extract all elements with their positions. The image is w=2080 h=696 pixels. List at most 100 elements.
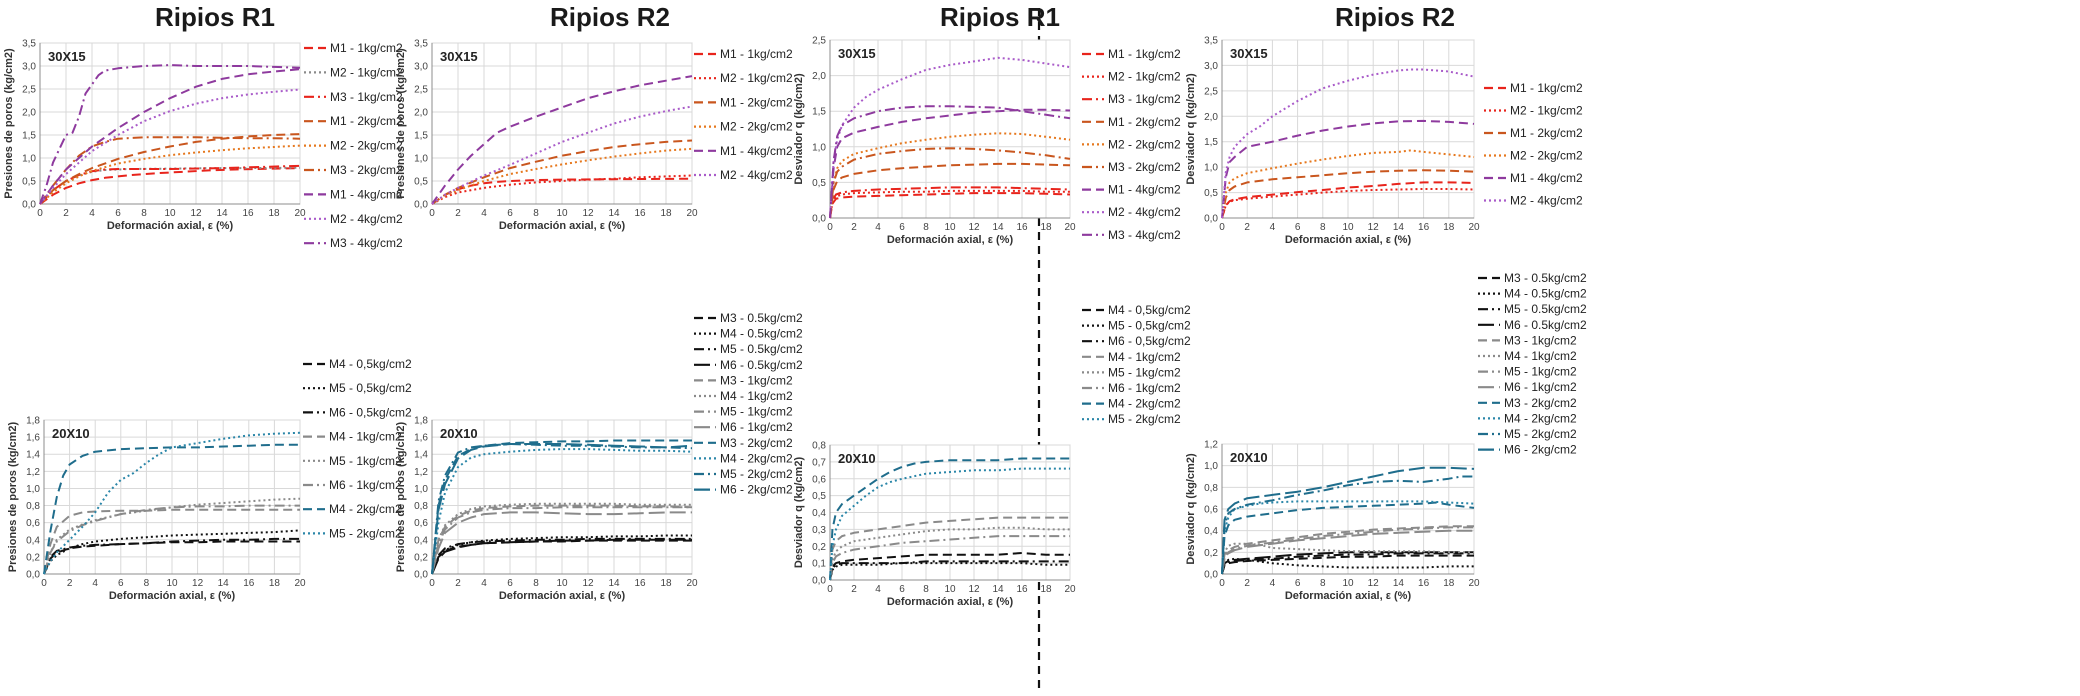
series-line: [829, 526, 1070, 581]
x-tick-label: 20: [686, 208, 698, 219]
legend-entry: M3 - 4kg/cm2: [1108, 228, 1181, 242]
x-tick-label: 8: [141, 208, 147, 219]
series-line: [431, 139, 693, 205]
x-tick-label: 0: [37, 208, 43, 219]
x-tick-label: 10: [556, 208, 568, 219]
x-tick-label: 10: [164, 208, 176, 219]
y-tick-label: 0,2: [1204, 548, 1218, 559]
y-tick-label: 3,5: [22, 39, 36, 50]
x-tick-label: 14: [992, 222, 1004, 233]
legend-entry: M1 - 1kg/cm2: [720, 47, 793, 61]
x-tick-label: 20: [294, 208, 306, 219]
y-tick-label: 0,8: [414, 501, 428, 512]
x-tick-label: 6: [115, 208, 121, 219]
series-line: [43, 443, 300, 575]
series-line: [829, 108, 1071, 219]
x-tick-label: 12: [582, 578, 594, 589]
y-tick-label: 0,6: [812, 474, 826, 485]
series-line: [43, 537, 300, 575]
x-tick-label: 12: [190, 208, 202, 219]
legend-entry: M3 - 2kg/cm2: [720, 436, 793, 450]
panel-label: 30X15: [440, 49, 478, 64]
legend: M1 - 1kg/cm2 M2 - 1kg/cm2 M3 - 1kg/cm2 M1 -…: [1082, 47, 1181, 242]
legend-entry: M6 - 1kg/cm2: [720, 420, 793, 434]
y-tick-label: 1,0: [414, 484, 428, 495]
series-line: [829, 562, 1070, 581]
series-line: [431, 174, 693, 205]
legend-entry: M1 - 2kg/cm2: [330, 114, 403, 128]
legend-entry: M5 - 1kg/cm2: [329, 454, 402, 468]
x-tick-label: 12: [1368, 222, 1380, 233]
series-line: [829, 467, 1070, 581]
y-tick-label: 1,5: [414, 131, 428, 142]
legend-entry: M1 - 1kg/cm2: [330, 41, 403, 55]
y-tick-label: 0,3: [812, 525, 826, 536]
x-tick-label: 18: [1443, 222, 1455, 233]
series-line: [1221, 68, 1475, 219]
y-tick-label: 0,0: [414, 570, 428, 581]
y-tick-label: 1,6: [26, 433, 40, 444]
series-line: [1221, 552, 1474, 575]
legend-entry: M3 - 0.5kg/cm2: [1504, 271, 1587, 285]
series-line: [39, 167, 301, 205]
x-tick-label: 8: [923, 222, 929, 233]
chart-c4: Ripios R2 0 2 4 6 8 10 12 14 16 18 20 0,0 0,5 1,0 1,5 2,…: [1185, 2, 1583, 246]
x-tick-label: 18: [1040, 222, 1052, 233]
series-line: [43, 529, 301, 575]
y-tick-label: 2,0: [22, 108, 36, 119]
series-line: [431, 75, 693, 205]
legend-entry: M2 - 1kg/cm2: [720, 71, 793, 85]
series-line: [431, 105, 693, 205]
x-tick-label: 8: [1320, 222, 1326, 233]
legend: M1 - 1kg/cm2 M2 - 1kg/cm2 M1 - 2kg/cm2 M2 -…: [1484, 81, 1583, 208]
y-tick-label: 0,0: [1204, 570, 1218, 581]
y-tick-label: 0,0: [1204, 214, 1218, 225]
x-tick-label: 4: [1270, 578, 1276, 589]
legend-entry: M5 - 1kg/cm2: [720, 405, 793, 419]
legend-entry: M1 - 4kg/cm2: [720, 144, 793, 158]
x-tick-label: 18: [1443, 578, 1455, 589]
x-tick-label: 0: [827, 584, 833, 595]
legend-entry: M6 - 1kg/cm2: [329, 478, 402, 492]
legend-entry: M5 - 0.5kg/cm2: [1504, 302, 1587, 316]
y-tick-label: 3,0: [414, 62, 428, 73]
legend-entry: M5 - 2kg/cm2: [720, 467, 793, 481]
y-tick-label: 1,5: [812, 107, 826, 118]
x-tick-label: 4: [875, 222, 881, 233]
y-tick-label: 0,6: [1204, 505, 1218, 516]
y-tick-label: 2,0: [1204, 112, 1218, 123]
y-tick-label: 1,6: [414, 433, 428, 444]
series-line: [43, 508, 300, 575]
y-tick-label: 3,0: [1204, 61, 1218, 72]
x-tick-label: 14: [1393, 578, 1405, 589]
x-tick-label: 10: [166, 578, 178, 589]
series-line: [1221, 542, 1474, 575]
panel-label: 20X10: [52, 426, 90, 441]
x-axis-label: Deformación axial, ε (%): [109, 590, 236, 602]
legend-entry: M2 - 4kg/cm2: [330, 212, 403, 226]
legend-entry: M3 - 1kg/cm2: [1108, 92, 1181, 106]
series-line: [431, 504, 693, 575]
y-tick-label: 1,8: [414, 416, 428, 427]
x-tick-label: 12: [968, 222, 980, 233]
panel-label: 30X15: [1230, 46, 1268, 61]
series-line: [39, 133, 301, 205]
legend-entry: M1 - 1kg/cm2: [1510, 81, 1583, 95]
x-tick-label: 0: [429, 208, 435, 219]
chart-c5: 0 2 4 6 8 10 12 14 16 18 20 0,0 0,2 0,4 0,6 0,8 1,0 1,2 1,…: [7, 357, 412, 602]
y-axis-label: Presiones de poros (kg/cm2): [3, 48, 15, 199]
x-tick-label: 2: [63, 208, 69, 219]
x-tick-label: 14: [992, 584, 1004, 595]
series-line: [1221, 551, 1474, 575]
series-line: [431, 511, 692, 575]
series-line: [1221, 525, 1474, 575]
y-tick-label: 0,5: [1204, 188, 1218, 199]
chart-c2: Ripios R2 0 2 4 6 8 10 12 14 16 18 20 0,0 0,5 1,0 1,5 2,…: [395, 2, 793, 232]
series-line: [829, 186, 1071, 219]
x-tick-label: 16: [1418, 578, 1430, 589]
legend-entry: M5 - 0,5kg/cm2: [329, 381, 412, 395]
chart-c6: 0 2 4 6 8 10 12 14 16 18 20 0,0 0,2 0,4 0,6 0,8 1,0 1,2 1,…: [395, 311, 803, 602]
x-tick-label: 8: [533, 578, 539, 589]
series-line: [431, 538, 692, 575]
